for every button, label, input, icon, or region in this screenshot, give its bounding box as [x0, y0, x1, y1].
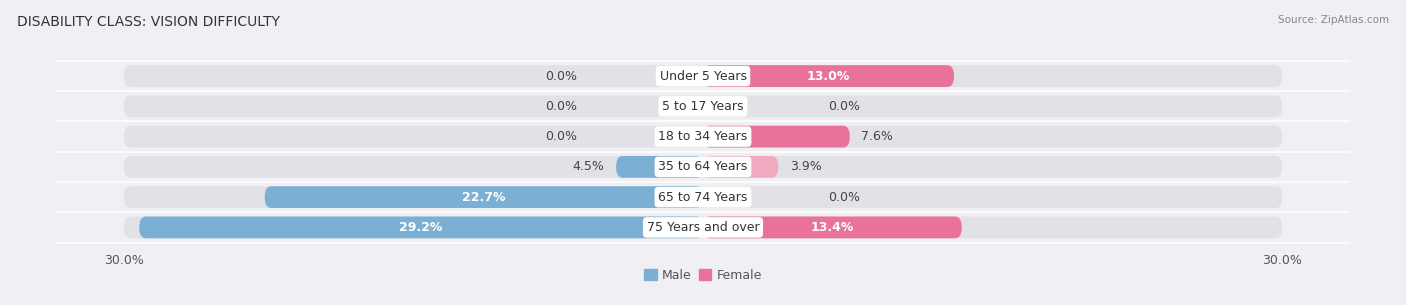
Text: 0.0%: 0.0%: [546, 100, 578, 113]
FancyBboxPatch shape: [703, 156, 779, 178]
FancyBboxPatch shape: [124, 156, 1282, 178]
Text: 0.0%: 0.0%: [546, 70, 578, 83]
FancyBboxPatch shape: [124, 95, 1282, 117]
Text: 3.9%: 3.9%: [790, 160, 821, 173]
Text: 4.5%: 4.5%: [572, 160, 605, 173]
FancyBboxPatch shape: [124, 126, 1282, 148]
Text: 7.6%: 7.6%: [862, 130, 893, 143]
Text: 0.0%: 0.0%: [546, 130, 578, 143]
FancyBboxPatch shape: [124, 186, 1282, 208]
Text: 13.4%: 13.4%: [811, 221, 853, 234]
Text: Under 5 Years: Under 5 Years: [659, 70, 747, 83]
Text: 18 to 34 Years: 18 to 34 Years: [658, 130, 748, 143]
FancyBboxPatch shape: [124, 217, 1282, 238]
Text: 13.0%: 13.0%: [807, 70, 851, 83]
Text: 22.7%: 22.7%: [463, 191, 506, 204]
FancyBboxPatch shape: [616, 156, 703, 178]
Legend: Male, Female: Male, Female: [640, 264, 766, 287]
FancyBboxPatch shape: [139, 217, 703, 238]
FancyBboxPatch shape: [703, 65, 955, 87]
FancyBboxPatch shape: [264, 186, 703, 208]
Text: 5 to 17 Years: 5 to 17 Years: [662, 100, 744, 113]
FancyBboxPatch shape: [703, 126, 849, 148]
Text: DISABILITY CLASS: VISION DIFFICULTY: DISABILITY CLASS: VISION DIFFICULTY: [17, 15, 280, 29]
Text: Source: ZipAtlas.com: Source: ZipAtlas.com: [1278, 15, 1389, 25]
Text: 75 Years and over: 75 Years and over: [647, 221, 759, 234]
Text: 35 to 64 Years: 35 to 64 Years: [658, 160, 748, 173]
FancyBboxPatch shape: [703, 217, 962, 238]
Text: 0.0%: 0.0%: [828, 191, 860, 204]
Text: 0.0%: 0.0%: [828, 100, 860, 113]
Text: 29.2%: 29.2%: [399, 221, 443, 234]
Text: 65 to 74 Years: 65 to 74 Years: [658, 191, 748, 204]
FancyBboxPatch shape: [124, 65, 1282, 87]
